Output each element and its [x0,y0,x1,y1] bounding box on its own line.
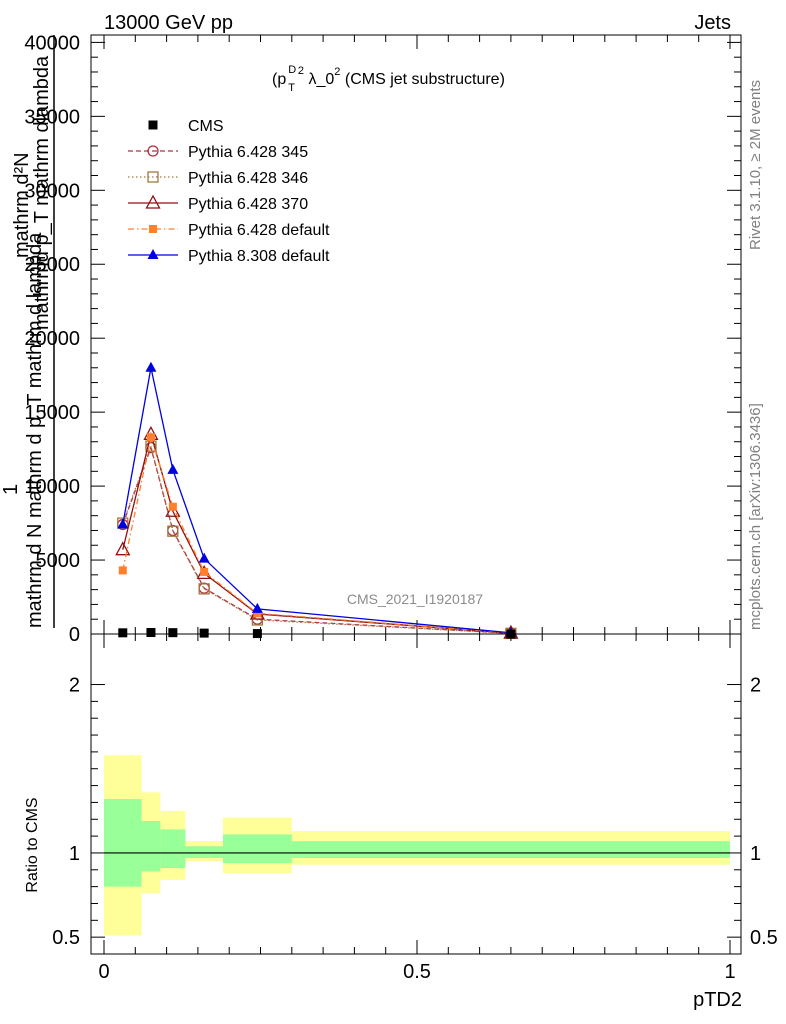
uncertainty-band-inner [141,820,161,872]
cms-point [168,628,178,638]
analysis-watermark: CMS_2021_I1920187 [347,591,483,607]
series-point [115,541,131,556]
y-tick-label: 35000 [24,106,80,128]
mcplots-label: mcplots.cern.ch [arXiv:1306.3436] [747,403,764,630]
y-tick-label: 25000 [24,254,80,276]
cms-point [199,628,209,638]
ratio-tick-label-right: 2 [750,675,761,697]
legend-entry: Pythia 6.428 370 [128,194,308,213]
legend: CMS Pythia 6.428 345 Pythia 6.428 346 Pythi… [128,118,330,265]
rivet-version-label: Rivet 3.1.10, ≥ 2M events [747,80,764,250]
series-point [253,609,262,618]
ratio-tick-label-right: 1 [750,843,761,865]
legend-marker [149,225,157,233]
series-point [200,567,209,576]
legend-label: Pythia 6.428 370 [188,196,308,213]
series-point [167,525,179,537]
ylabel-one: 1 [0,484,22,495]
main-y-ticks: 0 5000 10000 15000 20000 25000 30000 35000 40000 [24,32,741,646]
series-point [118,566,127,575]
legend-label: CMS [188,118,224,135]
ratio-tick-label: 2 [69,675,80,697]
legend-entry: Pythia 6.428 default [128,222,330,239]
ratio-y-label: Ratio to CMS [24,797,41,892]
y-tick-label: 40000 [24,32,80,54]
series-line [122,367,511,634]
legend-marker [147,171,159,183]
ratio-y-ticks: 0.5 0.5 1 1 2 2 [52,675,778,950]
legend-label: Pythia 6.428 345 [188,144,308,161]
series-point [198,552,210,563]
y-tick-label: 0 [69,624,80,646]
uncertainty-band-inner [104,799,142,887]
legend-label: Pythia 6.428 default [188,222,330,239]
ratio-frame [90,633,742,955]
ratio-tick-label-right: 0.5 [750,927,778,949]
ratio-tick-label: 0.5 [52,927,80,949]
ratio-x-ticks: 0 0.5 1 [98,634,736,983]
x-tick-label: 0.5 [403,961,431,983]
cms-point [118,628,128,638]
series-line [122,431,511,634]
legend-entry: Pythia 8.308 default [128,248,330,265]
series-point [198,583,210,595]
legend-entry: Pythia 6.428 345 [128,144,308,161]
y-tick-label: 10000 [24,476,80,498]
ylabel-top: mathrm d²N [11,152,33,258]
series-point [168,502,177,511]
header-right: Jets [694,12,731,34]
header-left: 13000 GeV pp [104,12,233,34]
legend-label: Pythia 6.428 346 [188,170,308,187]
legend-marker [147,249,159,259]
series-point [251,602,263,613]
main-y-label: mathrm d²N mathrmd p_T mathrm dlambda 1 … [0,35,55,628]
series-point [167,463,179,474]
uncertainty-band-inner [291,841,730,858]
series-point [145,361,157,372]
legend-marker [148,120,158,130]
main-panel: 0 5000 10000 15000 20000 25000 30000 35000 40000… [0,32,742,646]
uncertainty-band-inner [185,846,223,858]
x-tick-label: 1 [724,961,735,983]
ratio-tick-label: 1 [69,843,80,865]
series-point [146,433,155,442]
series-point [117,518,129,529]
ylabel-bottom: mathrm d N mathrm d p_T mathrm d lambda [24,232,46,628]
series-line [122,434,511,634]
y-tick-label: 5000 [36,550,81,572]
uncertainty-band-inner [222,834,292,864]
legend-entry: CMS [148,118,224,135]
legend-label: Pythia 8.308 default [188,248,330,265]
ratio-panel: 0.5 0.51 12 2 0 0.5 1 Ratio to CMS pTD2 [24,633,778,1011]
legend-marker [145,194,161,209]
uncertainty-band-inner [160,829,186,869]
ylabel-mid: mathrmd p_T mathrm dlambda [31,55,53,330]
x-tick-label: 0 [98,961,109,983]
cms-point [146,628,156,638]
series-layer [115,361,519,639]
plot-title: (pD T2 λ_02 (CMS jet substructure) [272,64,505,94]
y-tick-label: 20000 [24,328,80,350]
y-tick-label: 30000 [24,180,80,202]
y-tick-label: 15000 [24,402,80,424]
legend-entry: Pythia 6.428 346 [128,170,308,187]
ratio-bands [104,755,730,936]
legend-marker [147,145,159,157]
x-axis-label: pTD2 [693,989,742,1011]
